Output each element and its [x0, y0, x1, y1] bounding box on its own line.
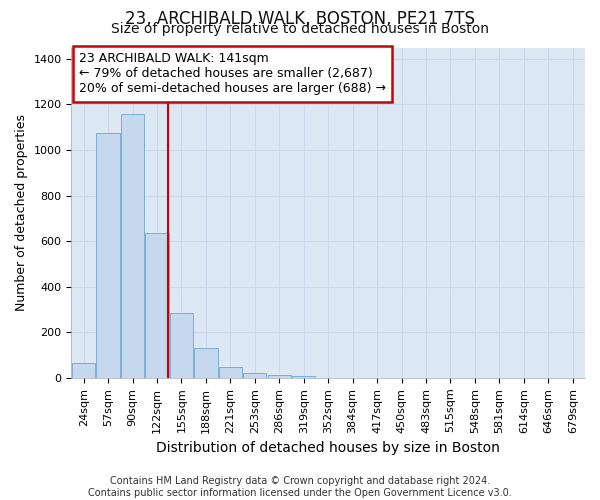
Bar	[97, 133, 120, 378]
Bar	[243, 374, 266, 378]
Y-axis label: Number of detached properties: Number of detached properties	[15, 114, 28, 311]
Text: 23 ARCHIBALD WALK: 141sqm
← 79% of detached houses are smaller (2,687)
20% of se: 23 ARCHIBALD WALK: 141sqm ← 79% of detac…	[79, 52, 386, 96]
Bar	[121, 114, 144, 378]
Bar	[72, 363, 95, 378]
Bar	[268, 375, 291, 378]
Bar	[145, 233, 169, 378]
Bar	[170, 313, 193, 378]
X-axis label: Distribution of detached houses by size in Boston: Distribution of detached houses by size …	[156, 441, 500, 455]
Text: Contains HM Land Registry data © Crown copyright and database right 2024.
Contai: Contains HM Land Registry data © Crown c…	[88, 476, 512, 498]
Bar	[194, 348, 218, 378]
Bar	[219, 367, 242, 378]
Text: Size of property relative to detached houses in Boston: Size of property relative to detached ho…	[111, 22, 489, 36]
Bar	[292, 376, 316, 378]
Text: 23, ARCHIBALD WALK, BOSTON, PE21 7TS: 23, ARCHIBALD WALK, BOSTON, PE21 7TS	[125, 10, 475, 28]
